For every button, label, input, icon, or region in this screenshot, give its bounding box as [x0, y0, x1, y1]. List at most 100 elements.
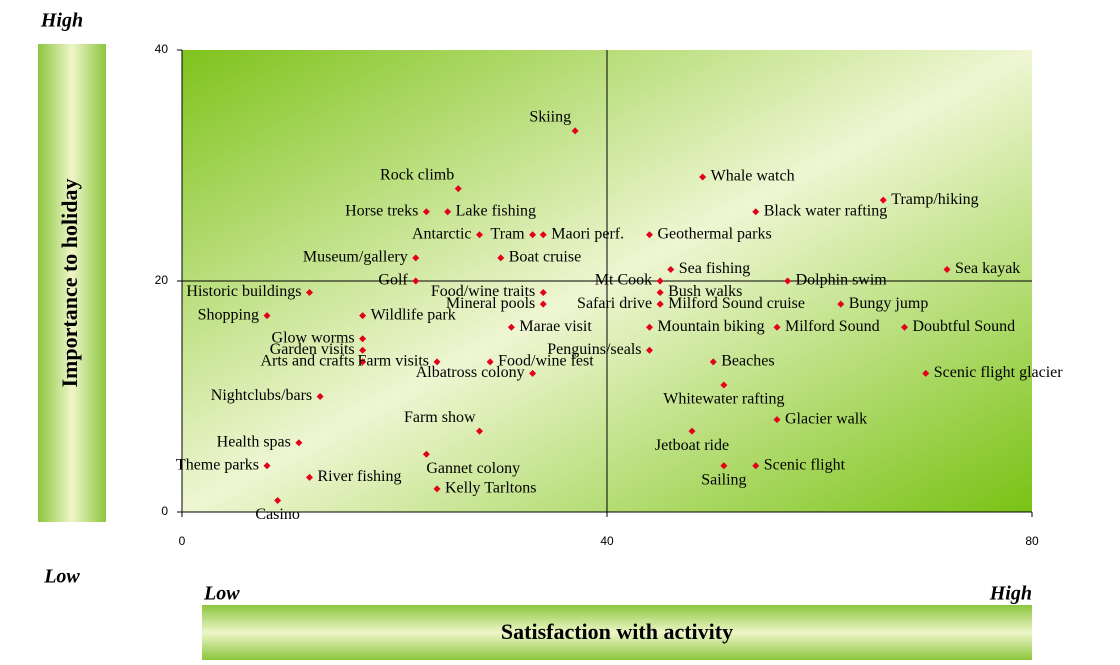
point-label: Theme parks [176, 456, 259, 473]
point-label: Beaches [721, 353, 774, 370]
point [412, 277, 420, 285]
point [709, 358, 717, 366]
point [306, 289, 313, 297]
point [263, 462, 271, 470]
point-label: Bush walks [668, 283, 742, 300]
point-label: Tramp/hiking [891, 191, 978, 208]
point [274, 496, 282, 504]
point-label: Kelly Tarltons [445, 480, 536, 497]
point-label: Rock climb [380, 166, 454, 183]
point-label: Safari drive [577, 295, 652, 312]
point [667, 265, 675, 273]
point [359, 358, 367, 366]
point-label: Sea kayak [955, 260, 1020, 277]
point [507, 323, 515, 331]
point [879, 196, 887, 204]
point [316, 393, 324, 400]
point-label: Lake fishing [456, 202, 536, 219]
point-label: Albatross colony [416, 364, 525, 381]
point-label: Health spas [217, 433, 291, 450]
point-label: Dolphin swim [796, 272, 888, 289]
point-label: Tram [491, 225, 526, 242]
point-label: Garden visits [270, 341, 355, 358]
point [752, 462, 760, 470]
x-low-label: Low [203, 583, 240, 605]
point [454, 185, 462, 193]
point [656, 289, 664, 297]
point [784, 277, 792, 285]
point [656, 277, 664, 285]
point [476, 427, 483, 435]
point-label: Nightclubs/bars [211, 387, 312, 404]
x-high-label: High [989, 583, 1032, 605]
point [571, 127, 579, 135]
point [422, 450, 430, 458]
point [646, 231, 653, 239]
point [943, 265, 951, 273]
point [539, 289, 547, 297]
point [539, 231, 547, 239]
point [720, 462, 728, 470]
point [497, 254, 505, 262]
point-label: Penguins/seals [547, 341, 641, 358]
point [476, 231, 483, 239]
x-axis-band [202, 605, 1032, 660]
point [539, 300, 547, 308]
point [422, 208, 430, 216]
point [646, 323, 653, 331]
x-tick-label: 0 [179, 534, 186, 548]
y-axis-band [38, 44, 106, 522]
point [359, 346, 367, 354]
point-label: Casino [255, 506, 299, 523]
point [922, 369, 930, 377]
point-label: Mountain biking [658, 318, 765, 335]
point-label: Golf [378, 272, 408, 289]
x-axis-label: Satisfaction with activity [501, 619, 733, 644]
point [720, 381, 728, 389]
y-low-label: Low [43, 566, 80, 588]
point-label: Milford Sound [785, 318, 880, 335]
point-label: Farm show [404, 409, 476, 426]
point-label: Doubtful Sound [913, 318, 1016, 335]
point-label: Bungy jump [849, 295, 929, 312]
y-tick-label: 40 [155, 42, 169, 56]
point-label: Skiing [529, 109, 571, 126]
point [295, 439, 303, 447]
point-label: Shopping [198, 306, 259, 323]
point [656, 300, 664, 308]
point-label: Scenic flight [764, 456, 846, 473]
point-label: Jetboat ride [655, 437, 729, 454]
point [306, 473, 313, 481]
point [901, 323, 908, 331]
point-label: Wildlife park [371, 306, 456, 323]
point-label: Black water rafting [764, 202, 888, 219]
point [646, 346, 653, 354]
y-tick-label: 0 [161, 504, 168, 518]
point [773, 323, 781, 331]
point [359, 312, 367, 320]
point-label: Antarctic [412, 225, 472, 242]
point [773, 416, 781, 424]
point-label: Glacier walk [785, 410, 867, 427]
point [433, 358, 441, 366]
point-label: Mt Cook [595, 272, 652, 289]
point-label: Farm visits [357, 353, 429, 370]
point-label: Arts and crafts [260, 353, 354, 370]
x-tick-label: 40 [600, 534, 614, 548]
point-label: Food/wine traits [431, 283, 535, 300]
point-label: Mineral pools [446, 295, 535, 312]
point-label: River fishing [318, 468, 402, 485]
point [263, 312, 271, 320]
point [529, 231, 537, 239]
point-label: Food/wine fest [498, 353, 594, 370]
point [529, 369, 537, 377]
point [359, 335, 367, 343]
point [412, 254, 420, 262]
point-label: Museum/gallery [303, 249, 408, 266]
y-axis-label: Importance to holiday [57, 179, 82, 388]
point [486, 358, 494, 366]
point-label: Horse treks [345, 202, 418, 219]
point [433, 485, 441, 493]
point-label: Gannet colony [426, 460, 520, 477]
